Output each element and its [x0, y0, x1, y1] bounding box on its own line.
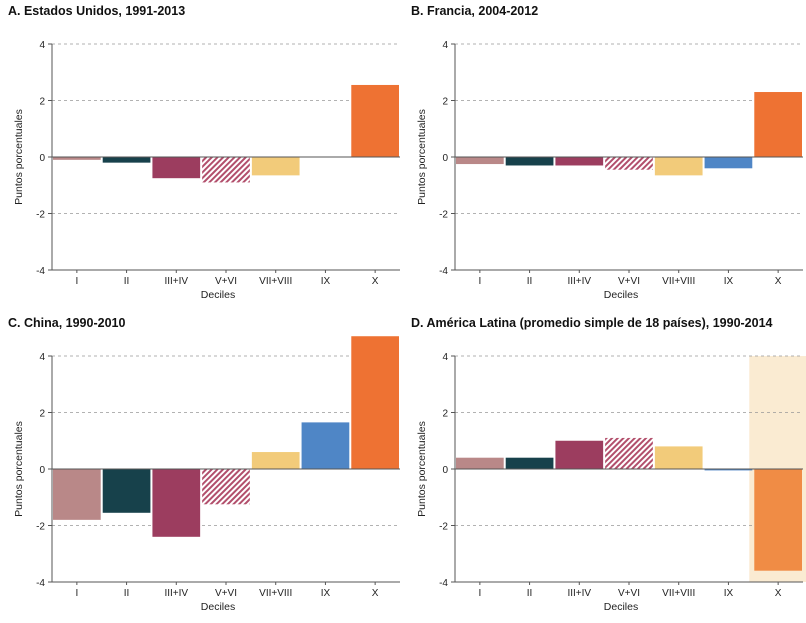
- x-axis-label: Deciles: [201, 601, 235, 613]
- x-tick-label: II: [527, 276, 533, 287]
- y-tick-label: 0: [442, 153, 448, 164]
- x-tick-label: I: [75, 588, 78, 599]
- chart-title: C. China, 1990-2010: [8, 316, 126, 330]
- bar-v-vi: [202, 469, 250, 505]
- y-tick-label: 2: [39, 97, 45, 108]
- bar-i: [456, 457, 504, 469]
- y-tick-label: 0: [39, 465, 45, 476]
- chart-b: 420-2-4I II III+IV V+VI VII+VIII IX XDecilesPu…: [416, 40, 803, 301]
- y-axis-label: Puntos porcentuales: [416, 421, 428, 517]
- x-tick-label: IX: [724, 276, 734, 287]
- y-tick-label: -2: [36, 210, 45, 221]
- bar-v-vi: [605, 437, 653, 469]
- bar-x: [754, 92, 802, 157]
- chart-d: 420-2-4I II III+IV V+VI VII+VIII IX XDecilesPu…: [416, 352, 806, 613]
- chart-a: 420-2-4I II III+IV V+VI VII+VIII IX XDecilesPu…: [13, 40, 400, 301]
- y-tick-label: -2: [439, 210, 448, 221]
- bar-ix: [301, 422, 350, 469]
- bar-ix: [704, 469, 753, 471]
- y-tick-label: -4: [439, 266, 448, 277]
- y-tick-label: -2: [439, 522, 448, 533]
- bar-i: [53, 157, 101, 160]
- x-tick-label: III+IV: [567, 588, 591, 599]
- bar-iii-iv: [555, 157, 604, 166]
- y-tick-label: 4: [442, 40, 448, 51]
- bar-ii: [102, 157, 151, 163]
- x-tick-label: X: [372, 276, 379, 287]
- y-tick-label: 4: [39, 352, 45, 363]
- x-tick-label: X: [372, 588, 379, 599]
- bar-vii-viii: [654, 157, 703, 176]
- panel-d: D. América Latina (promedio simple de 18…: [403, 312, 806, 623]
- bar-x: [754, 469, 802, 571]
- y-tick-label: 4: [39, 40, 45, 51]
- x-tick-label: III+IV: [164, 588, 188, 599]
- x-tick-label: IX: [321, 588, 331, 599]
- y-axis-label: Puntos porcentuales: [13, 109, 25, 205]
- x-tick-label: V+VI: [215, 276, 237, 287]
- y-tick-label: -4: [36, 578, 45, 589]
- panel-a: A. Estados Unidos, 1991-2013 4 2 0 -2 -4 I II I…: [0, 0, 403, 311]
- bar-ii: [102, 469, 151, 513]
- y-axis-label: Puntos porcentuales: [13, 421, 25, 517]
- y-tick-label: 0: [39, 153, 45, 164]
- bar-x: [351, 336, 399, 469]
- bar-iii-iv: [152, 157, 201, 179]
- bar-ii: [505, 457, 554, 469]
- x-tick-label: VII+VIII: [662, 588, 695, 599]
- y-tick-label: 2: [442, 97, 448, 108]
- y-tick-label: 0: [442, 465, 448, 476]
- y-tick-label: -2: [36, 522, 45, 533]
- chart-title: A. Estados Unidos, 1991-2013: [8, 4, 186, 18]
- x-tick-label: VII+VIII: [662, 276, 695, 287]
- x-tick-label: III+IV: [567, 276, 591, 287]
- chart-c: 420-2-4I II III+IV V+VI VII+VIII IX XDecilesPu…: [13, 336, 400, 613]
- bar-v-vi: [605, 157, 653, 170]
- x-tick-label: V+VI: [215, 588, 237, 599]
- x-axis-label: Deciles: [604, 289, 638, 301]
- x-tick-label: X: [775, 588, 782, 599]
- x-tick-label: VII+VIII: [259, 588, 292, 599]
- bar-iii-iv: [555, 440, 604, 469]
- bar-vii-viii: [251, 157, 300, 176]
- bar-vii-viii: [654, 446, 703, 469]
- bar-x: [351, 84, 399, 157]
- x-tick-label: I: [75, 276, 78, 287]
- x-tick-label: VII+VIII: [259, 276, 292, 287]
- x-tick-label: V+VI: [618, 588, 640, 599]
- x-axis-label: Deciles: [604, 601, 638, 613]
- y-axis-label: Puntos porcentuales: [416, 109, 428, 205]
- y-tick-label: 2: [442, 409, 448, 420]
- panel-b: B. Francia, 2004-2012 4 2 0 -2 -4 I II III+IV V+…: [403, 0, 806, 311]
- panel-c: C. China, 1990-2010 4 2 0 -2 -4 I II III+IV V+VI…: [0, 312, 403, 623]
- x-tick-label: IX: [724, 588, 734, 599]
- x-tick-label: I: [478, 588, 481, 599]
- y-tick-label: 2: [39, 409, 45, 420]
- bar-vii-viii: [251, 452, 300, 469]
- y-tick-label: 4: [442, 352, 448, 363]
- x-tick-label: V+VI: [618, 276, 640, 287]
- bar-v-vi: [202, 157, 250, 183]
- bar-i: [456, 157, 504, 165]
- y-tick-label: -4: [439, 578, 448, 589]
- chart-title: D. América Latina (promedio simple de 18…: [411, 316, 773, 330]
- x-tick-label: III+IV: [164, 276, 188, 287]
- chart-title: B. Francia, 2004-2012: [411, 4, 539, 18]
- x-tick-label: II: [124, 276, 130, 287]
- x-tick-label: II: [124, 588, 130, 599]
- x-axis-label: Deciles: [201, 289, 235, 301]
- x-tick-label: II: [527, 588, 533, 599]
- x-tick-label: X: [775, 276, 782, 287]
- bar-iii-iv: [152, 469, 201, 537]
- x-tick-label: IX: [321, 276, 331, 287]
- y-tick-label: -4: [36, 266, 45, 277]
- bar-ii: [505, 157, 554, 166]
- bar-i: [53, 469, 101, 520]
- x-tick-label: I: [478, 276, 481, 287]
- bar-ix: [704, 157, 753, 169]
